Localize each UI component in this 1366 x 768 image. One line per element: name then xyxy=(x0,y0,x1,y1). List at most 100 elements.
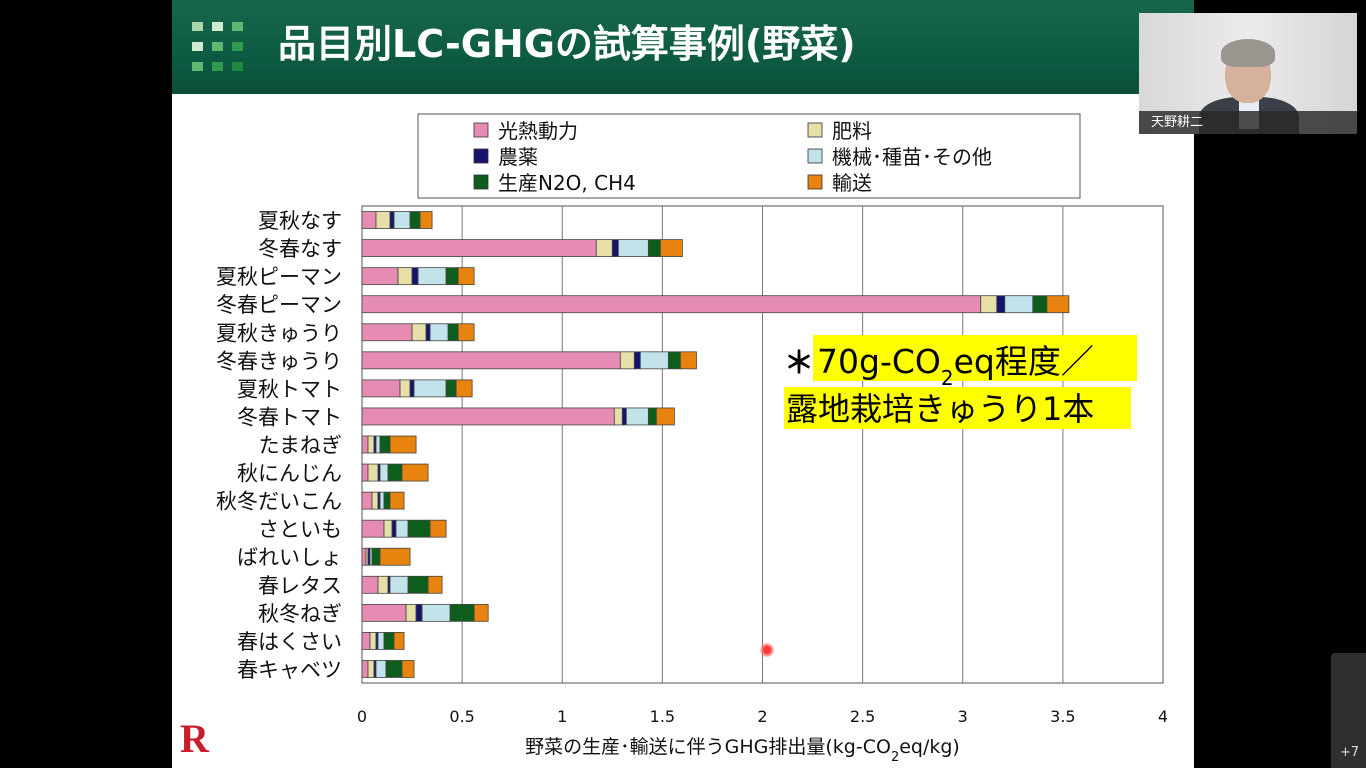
bar-segment xyxy=(395,519,409,538)
bar-segment xyxy=(389,211,395,229)
title-decoration-icon xyxy=(192,22,248,74)
bar-segment xyxy=(449,603,475,622)
category-label: さといも xyxy=(258,518,342,542)
bar-segment xyxy=(425,323,431,342)
bar-segment xyxy=(397,267,413,286)
bar-segment xyxy=(633,351,641,370)
bar-segment xyxy=(367,463,379,482)
bar-segment xyxy=(647,407,657,426)
bar-segment xyxy=(361,379,401,398)
more-participants-button[interactable]: +7 xyxy=(1331,653,1366,768)
category-label: 夏秋なす xyxy=(258,209,342,233)
bar-segment xyxy=(361,323,413,342)
x-tick-label: 1.5 xyxy=(650,707,675,726)
bar-segment xyxy=(361,575,379,594)
legend-swatch xyxy=(807,174,823,190)
category-label: 春はくさい xyxy=(237,630,342,654)
bar-segment xyxy=(980,295,998,314)
bar-segment xyxy=(375,435,381,454)
bar-segment xyxy=(361,239,597,257)
legend-label: 農薬 xyxy=(498,145,538,169)
legend-frame xyxy=(417,113,1081,199)
university-logo: R xyxy=(180,716,209,761)
category-label: 秋冬だいこん xyxy=(216,490,342,514)
bar-segment xyxy=(659,239,683,257)
category-label: 春レタス xyxy=(258,574,342,598)
more-participants-count: +7 xyxy=(1340,745,1360,760)
bar-segment xyxy=(367,435,375,454)
bar-segment xyxy=(445,379,457,398)
bar-segment xyxy=(413,379,447,398)
slide-title: 品目別LC-GHGの試算事例(野菜) xyxy=(278,22,856,66)
bar-segment xyxy=(379,435,391,454)
bar-segment xyxy=(679,351,697,370)
bar-segment xyxy=(361,632,371,650)
legend-swatch xyxy=(473,122,489,138)
legend-label: 生産N2O, CH4 xyxy=(498,171,636,195)
bar-segment xyxy=(379,491,385,510)
legend-swatch xyxy=(473,148,489,164)
category-label: 冬春なす xyxy=(258,237,342,261)
bar-segment xyxy=(383,519,393,538)
bar-segment xyxy=(361,211,377,229)
bar-segment xyxy=(619,351,635,370)
category-label: ばれいしょ xyxy=(237,546,342,570)
x-tick-label: 4 xyxy=(1158,707,1168,726)
bar-segment xyxy=(361,519,385,538)
bar-segment xyxy=(415,603,423,622)
annotation-highlight xyxy=(784,387,1131,429)
bar-segment xyxy=(361,351,621,370)
bar-segment xyxy=(393,211,411,229)
bar-segment xyxy=(407,519,431,538)
bar-segment xyxy=(361,603,407,622)
bar-segment xyxy=(429,519,447,538)
bar-segment xyxy=(647,239,661,257)
legend-label: 輸送 xyxy=(832,171,872,195)
bar-segment xyxy=(371,547,381,566)
bar-segment xyxy=(617,239,649,257)
bar-segment xyxy=(361,267,399,286)
bar-segment xyxy=(595,239,613,257)
bar-segment xyxy=(667,351,681,370)
bar-segment xyxy=(361,407,615,426)
bar-segment xyxy=(377,632,385,650)
laser-pointer-icon xyxy=(760,643,774,657)
bar-segment xyxy=(417,267,447,286)
bar-segment xyxy=(405,603,417,622)
annotation: ＊ 70g-CO2eq程度／露地栽培きゅうり1本 xyxy=(784,335,1137,429)
bar-segment xyxy=(361,295,982,314)
bar-segment xyxy=(361,660,369,678)
bar-segment xyxy=(455,379,473,398)
category-label: 夏秋ピーマン xyxy=(216,265,342,289)
bar-segment xyxy=(445,267,459,286)
bar-segment xyxy=(996,295,1006,314)
title-bar: 品目別LC-GHGの試算事例(野菜) xyxy=(172,0,1194,94)
bar-segment xyxy=(393,632,405,650)
bar-segment xyxy=(401,463,429,482)
legend-swatch xyxy=(807,122,823,138)
legend-swatch xyxy=(807,148,823,164)
bar-segment xyxy=(375,211,391,229)
bar-segment xyxy=(383,632,395,650)
category-label: 春キャベツ xyxy=(237,658,342,682)
x-tick-label: 2.5 xyxy=(850,707,875,726)
bar-segment xyxy=(1032,295,1048,314)
bar-segment xyxy=(473,603,489,622)
bar-segment xyxy=(409,211,421,229)
category-label: 夏秋トマト xyxy=(237,377,342,401)
x-tick-label: 1 xyxy=(557,707,567,726)
bar-segment xyxy=(387,463,403,482)
bar-segment xyxy=(639,351,669,370)
legend-label: 光熱動力 xyxy=(498,119,578,143)
x-axis-label: 野菜の生産･輸送に伴うGHG排出量(kg-CO2eq/kg) xyxy=(525,736,960,765)
annotation-line2: 露地栽培きゅうり1本 xyxy=(786,390,1094,428)
bar-segment xyxy=(379,547,411,566)
participant-video[interactable]: 天野耕二 xyxy=(1139,13,1357,134)
x-tick-label: 0 xyxy=(357,707,367,726)
bar-segment xyxy=(1046,295,1070,314)
bar-segment xyxy=(389,575,409,594)
bar-segment xyxy=(411,267,419,286)
category-label: たまねぎ xyxy=(259,434,342,458)
category-label: 冬春ピーマン xyxy=(216,293,342,317)
